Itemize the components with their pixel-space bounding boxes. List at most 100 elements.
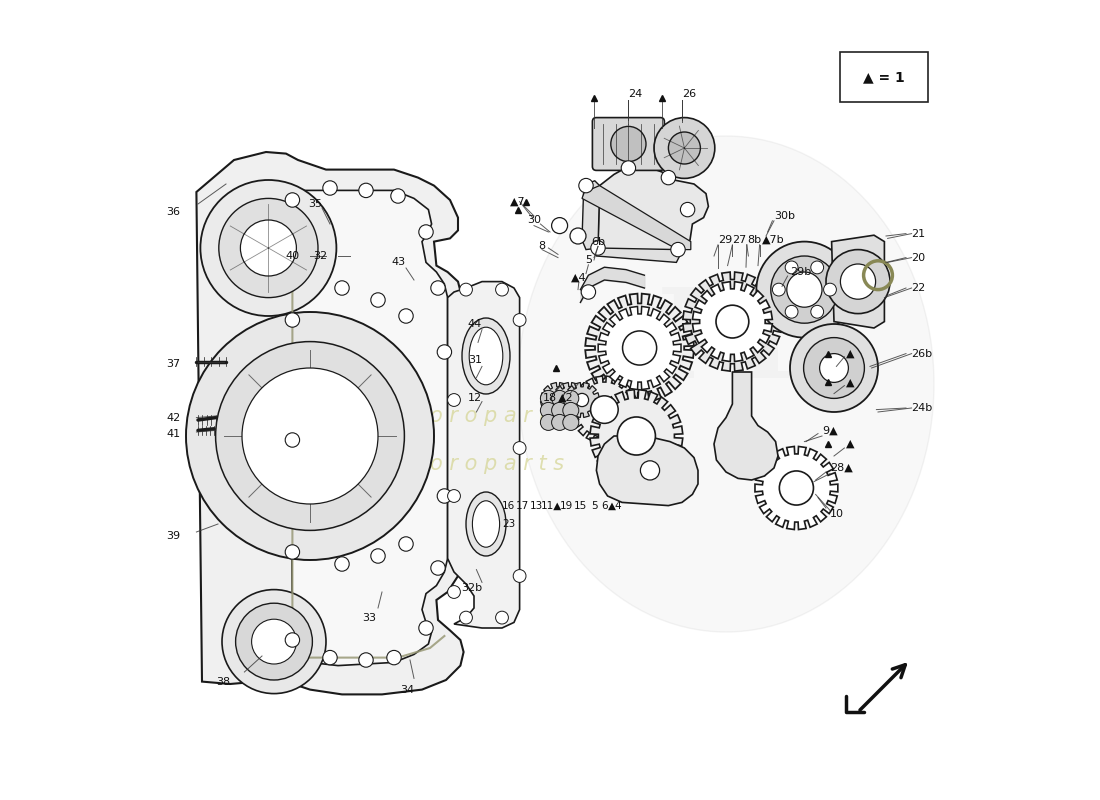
Circle shape [779,471,814,505]
Text: 24b: 24b [912,403,933,413]
Text: 10: 10 [830,509,844,518]
Circle shape [811,261,824,274]
Circle shape [322,181,338,195]
Text: 9▲: 9▲ [822,426,837,435]
Circle shape [419,225,433,239]
FancyBboxPatch shape [593,118,664,170]
Circle shape [200,180,337,316]
Text: 29: 29 [718,235,733,245]
Polygon shape [585,294,694,402]
Text: 23: 23 [502,519,515,529]
Text: ▲ = 1: ▲ = 1 [864,70,905,84]
Circle shape [757,242,852,338]
Text: ▲4: ▲4 [571,273,586,282]
Text: 39: 39 [166,531,180,541]
Text: ▲7b: ▲7b [762,235,784,245]
Polygon shape [714,372,778,480]
Text: 32b: 32b [461,583,482,593]
Circle shape [563,394,576,406]
Circle shape [387,650,402,665]
Circle shape [563,390,579,406]
Circle shape [334,281,349,295]
Circle shape [681,202,695,217]
Circle shape [242,368,378,504]
Text: 44: 44 [468,319,482,329]
Polygon shape [590,390,683,482]
Circle shape [371,549,385,563]
Circle shape [824,283,836,296]
Circle shape [623,331,657,365]
Circle shape [514,570,526,582]
Text: 22: 22 [912,283,926,293]
Circle shape [551,218,568,234]
Circle shape [654,118,715,178]
Polygon shape [197,152,463,694]
Polygon shape [552,382,587,418]
Text: 30: 30 [527,215,541,225]
Polygon shape [571,376,638,443]
Polygon shape [564,382,600,418]
Circle shape [448,490,461,502]
Polygon shape [596,436,698,506]
Text: 21: 21 [912,229,926,238]
Circle shape [514,442,526,454]
Circle shape [540,414,557,430]
Circle shape [322,650,338,665]
Circle shape [621,161,636,175]
Text: a u t o r o p a r t s: a u t o r o p a r t s [376,454,564,474]
FancyBboxPatch shape [840,52,927,102]
Text: 37: 37 [166,359,180,369]
Circle shape [460,283,472,296]
Text: 11▲: 11▲ [541,501,562,510]
Circle shape [575,394,589,406]
Text: M: M [657,283,795,405]
Circle shape [551,390,568,406]
Circle shape [334,557,349,571]
Circle shape [359,183,373,198]
Text: 19: 19 [560,501,573,510]
Text: 40: 40 [286,251,299,261]
Text: ▲2: ▲2 [558,393,574,402]
Text: 43: 43 [392,258,406,267]
Circle shape [820,354,848,382]
Circle shape [712,301,754,342]
Circle shape [219,198,318,298]
Polygon shape [540,382,575,418]
Text: 15: 15 [574,501,587,510]
Text: 38: 38 [216,677,230,686]
Circle shape [431,561,446,575]
Circle shape [551,394,564,406]
Circle shape [790,324,878,412]
Text: 32: 32 [314,251,328,261]
Circle shape [661,170,675,185]
Circle shape [399,309,414,323]
Circle shape [285,545,299,559]
Circle shape [563,414,579,430]
Circle shape [591,241,605,255]
Text: ▲7: ▲7 [510,197,526,206]
Text: 16: 16 [502,501,515,510]
Text: 26: 26 [682,90,696,99]
Circle shape [371,293,385,307]
Polygon shape [755,446,838,530]
Text: 5: 5 [585,255,592,265]
Text: ▲4: ▲4 [608,501,623,510]
Text: ▲: ▲ [846,378,855,387]
Text: 28▲: 28▲ [830,463,852,473]
Circle shape [579,178,593,193]
Polygon shape [598,306,681,390]
Polygon shape [594,248,680,262]
Circle shape [235,603,312,680]
Circle shape [551,402,568,418]
Circle shape [460,611,472,624]
Circle shape [540,390,557,406]
Circle shape [591,396,618,423]
Text: 33: 33 [362,613,376,622]
Text: ▲: ▲ [846,349,855,358]
Text: a u t o r o p a r t s: a u t o r o p a r t s [376,406,564,426]
Text: 36: 36 [166,207,180,217]
Text: 41: 41 [166,429,180,438]
Circle shape [716,306,749,338]
Circle shape [216,342,405,530]
Text: 26b: 26b [912,349,933,358]
